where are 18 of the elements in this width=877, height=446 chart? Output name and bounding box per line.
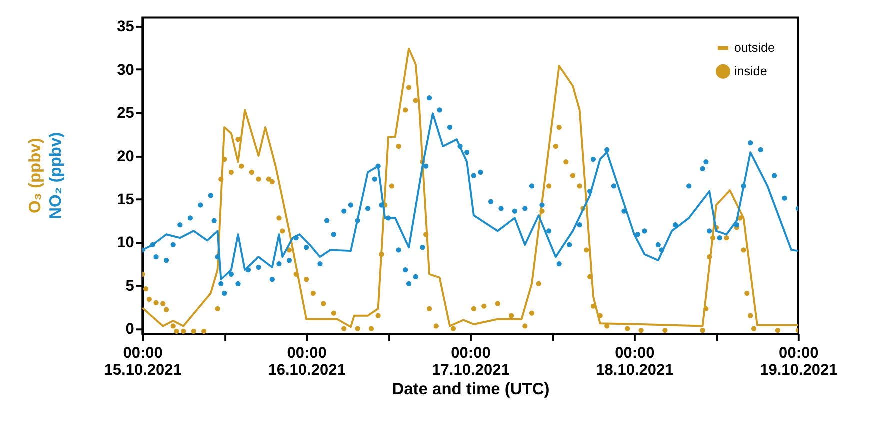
y-tick-label: 10 — [117, 234, 134, 252]
x-axis-title: Date and time (UTC) — [392, 380, 550, 399]
x-tick-label: 00:00 17.10.2021 — [432, 344, 510, 380]
y-tick-label: 30 — [117, 62, 134, 79]
y-tick-label: 5 — [126, 278, 135, 295]
text: O₃ (ppbv) — [26, 138, 45, 214]
x-tick-label: 00:00 19.10.2021 — [760, 344, 838, 380]
x-tick-label: 00:00 18.10.2021 — [596, 344, 674, 380]
legend-label: inside — [734, 64, 768, 78]
y-tick-label: 0 — [126, 321, 134, 338]
legend-label: outside — [734, 41, 776, 56]
y-tick-label: 25 — [117, 105, 135, 122]
y-tick-label: 20 — [117, 148, 134, 166]
y-tick-label: 35 — [117, 18, 135, 36]
text: NO₂ (ppbv) — [47, 132, 66, 220]
x-tick-label: 00:00 15.10.2021 — [104, 344, 182, 380]
x-tick-label: 00:00 16.10.2021 — [268, 344, 346, 380]
y-tick-label: 15 — [117, 192, 135, 209]
